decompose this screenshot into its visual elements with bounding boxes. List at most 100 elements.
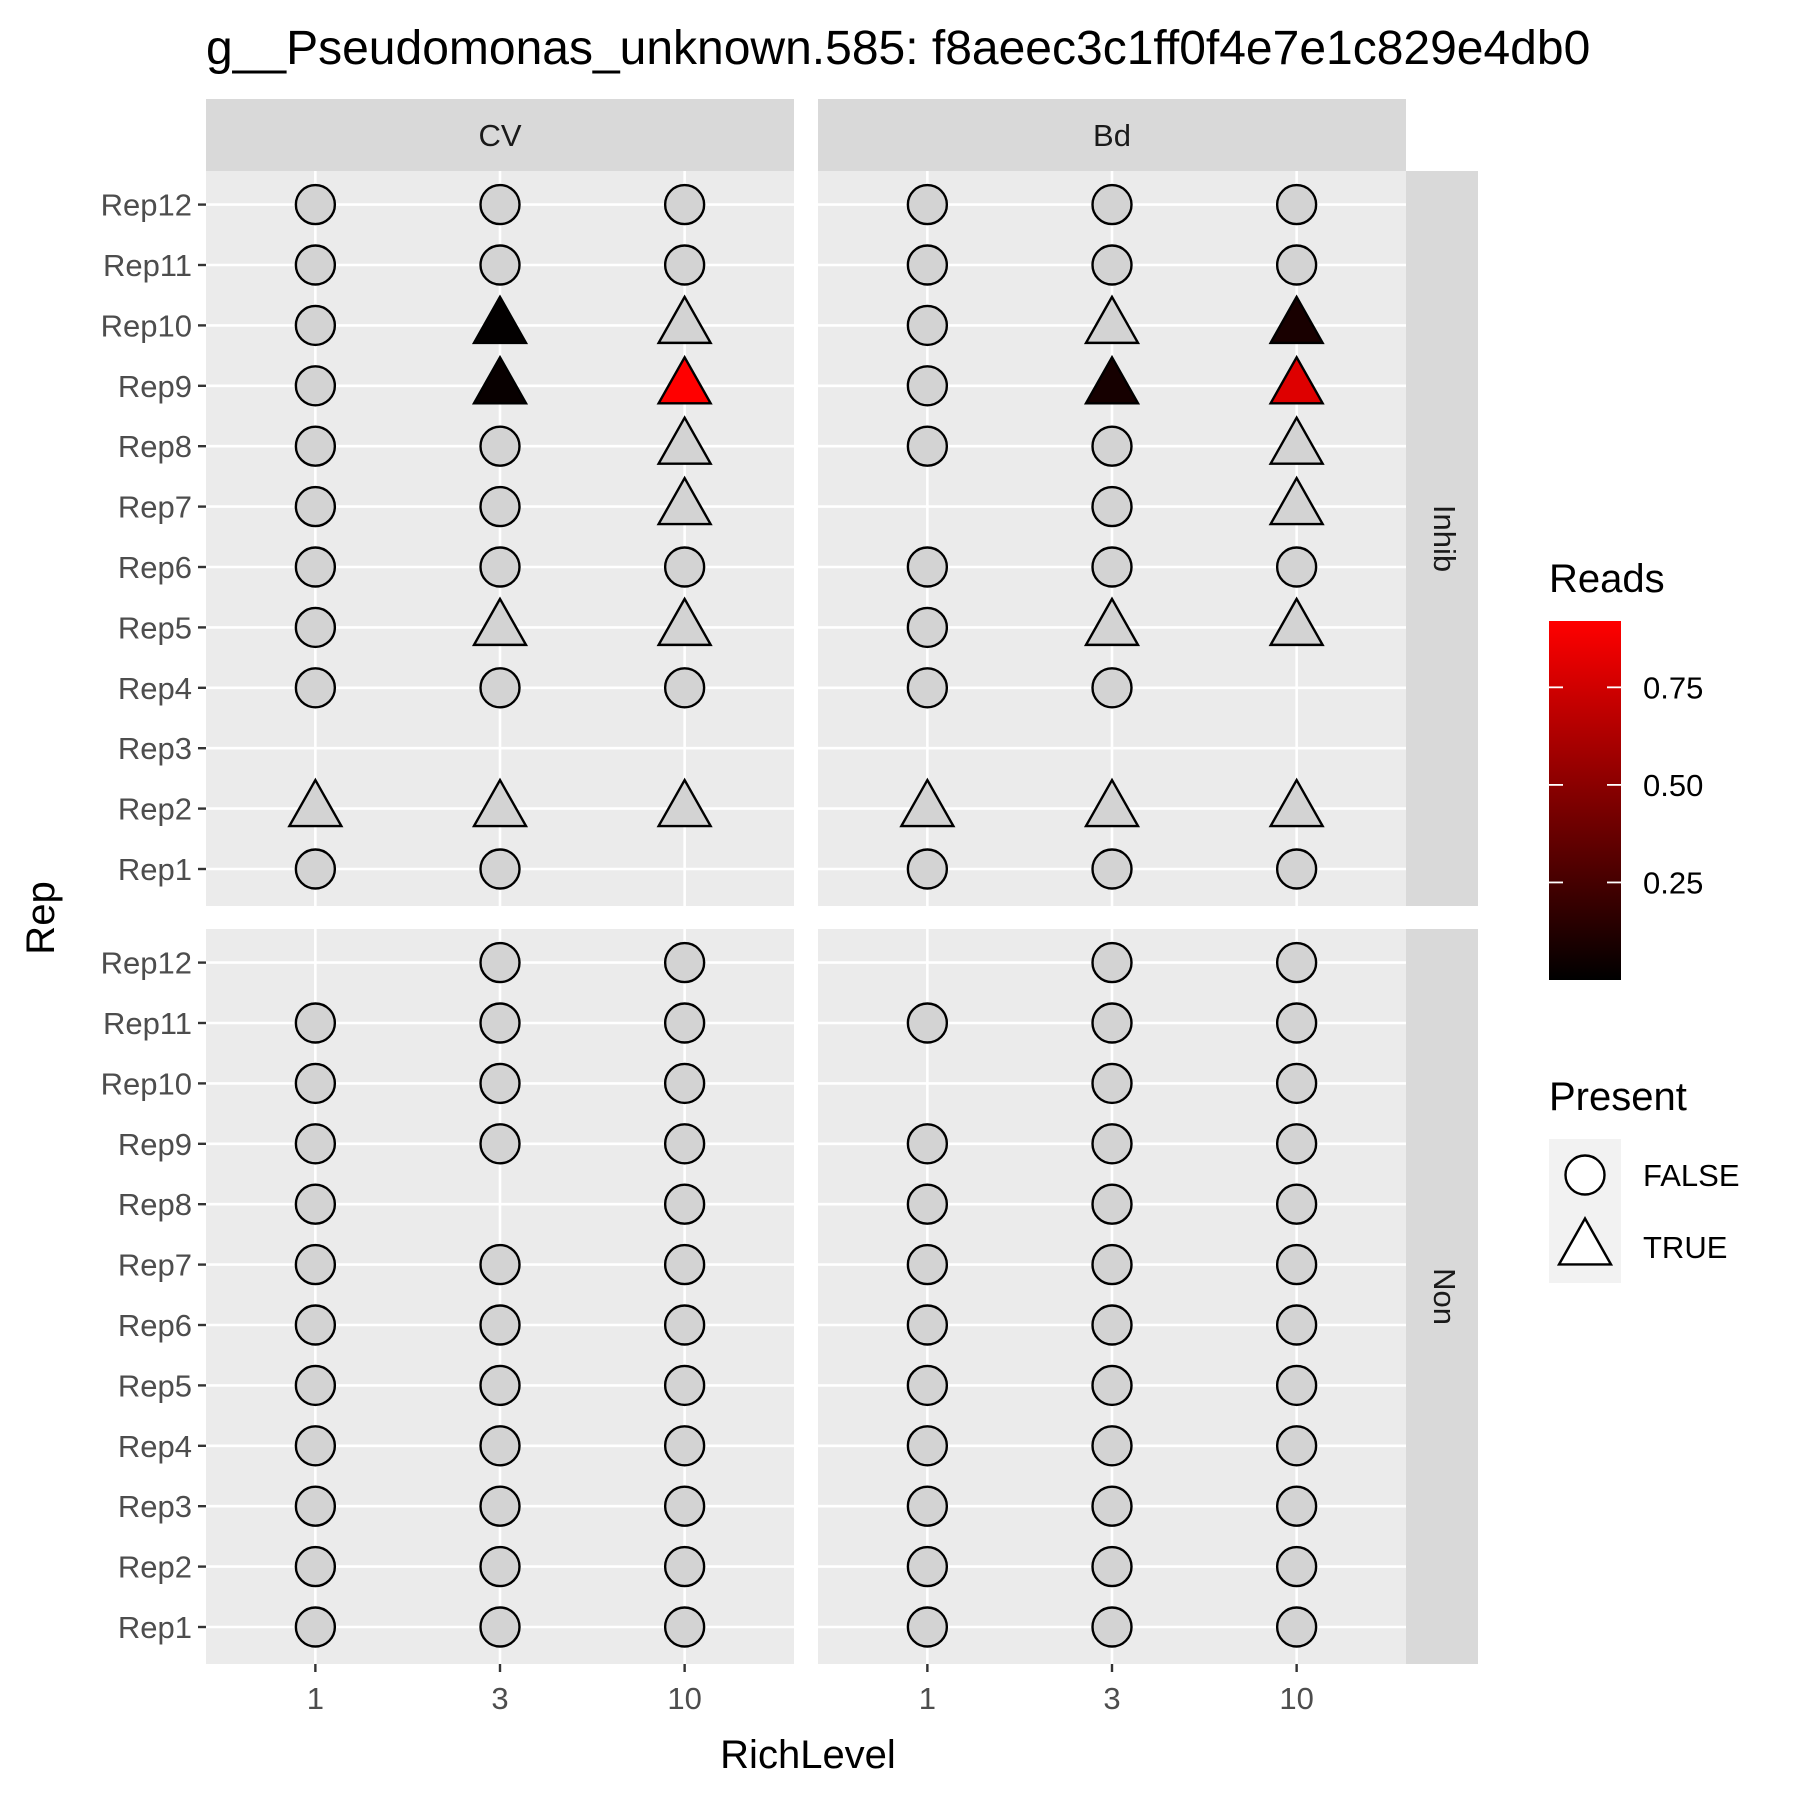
colorbar-tick-label: 0.50 <box>1643 768 1703 803</box>
data-point-circle <box>663 244 706 286</box>
data-point-circle <box>1091 1485 1133 1527</box>
data-point-circle <box>294 304 337 347</box>
y-tick-label: Rep9 <box>118 369 192 404</box>
legend-entry-label: FALSE <box>1643 1158 1740 1193</box>
legend-entry-label: TRUE <box>1643 1230 1727 1265</box>
y-tick-label: Rep10 <box>101 308 192 343</box>
data-point-circle <box>294 425 337 467</box>
data-point-triangle <box>656 596 713 647</box>
data-point-circle <box>1091 1123 1133 1165</box>
data-point-circle <box>1091 848 1133 890</box>
data-point-triangle <box>656 475 713 526</box>
data-point-circle <box>294 1304 337 1346</box>
data-point-circle <box>906 183 949 226</box>
data-point-triangle <box>1268 415 1325 465</box>
data-point-circle <box>1091 1545 1133 1588</box>
data-point-circle <box>1091 941 1133 984</box>
data-point-triangle <box>899 777 956 828</box>
x-axis-title: RichLevel <box>720 1733 896 1777</box>
chart-title: g__Pseudomonas_unknown.585: f8aeec3c1ff0… <box>206 22 1590 75</box>
data-point-circle <box>1275 244 1318 286</box>
data-point-circle <box>1275 1545 1318 1588</box>
data-point-circle <box>906 667 949 709</box>
data-point-circle <box>1275 848 1318 890</box>
data-point-triangle <box>1268 354 1325 405</box>
y-tick-label: Rep3 <box>118 1489 192 1524</box>
data-point-triangle <box>1268 294 1325 345</box>
legend-reads-title: Reads <box>1549 557 1665 601</box>
data-point-circle <box>906 1425 949 1467</box>
data-point-circle <box>1564 1154 1606 1196</box>
y-tick-label: Rep10 <box>101 1066 192 1101</box>
data-point-circle <box>294 183 337 226</box>
data-point-circle <box>479 941 521 984</box>
reads-colorbar <box>1549 621 1621 980</box>
data-point-circle <box>663 941 706 984</box>
panels-layer: CV Bd Inhib Non Rep1 Rep2 Rep3 Rep4 Rep5 Rep6 Rep7… <box>101 99 1478 1716</box>
data-point-circle <box>663 1606 706 1648</box>
data-point-circle <box>663 1243 706 1286</box>
data-point-circle <box>663 546 706 588</box>
data-point-circle <box>1091 546 1133 588</box>
data-point-circle <box>1091 1425 1133 1467</box>
facet-strip-label: CV <box>478 118 521 153</box>
data-point-triangle <box>471 596 529 647</box>
data-point-circle <box>294 1485 337 1527</box>
x-tick-label: 1 <box>919 1681 936 1716</box>
facet-strip-label: Non <box>1427 1268 1462 1325</box>
data-point-circle <box>906 1364 949 1407</box>
legend-present-title: Present <box>1549 1075 1687 1119</box>
legend-present: Present FALSE TRUE <box>1549 1075 1740 1283</box>
data-point-circle <box>906 1485 949 1527</box>
data-point-circle <box>479 848 521 890</box>
y-tick-label: Rep12 <box>101 946 192 981</box>
data-point-circle <box>294 365 337 407</box>
data-point-circle <box>1091 1243 1133 1286</box>
data-point-circle <box>294 1545 337 1588</box>
data-point-circle <box>906 1123 949 1165</box>
data-point-circle <box>294 1183 337 1225</box>
colorbar-tick-label: 0.75 <box>1643 670 1703 705</box>
data-point-circle <box>479 425 521 467</box>
data-point-circle <box>663 1123 706 1165</box>
data-point-circle <box>294 848 337 890</box>
data-point-circle <box>1275 1606 1318 1648</box>
facet-strip-label: Bd <box>1093 118 1131 153</box>
data-point-triangle <box>1083 294 1141 345</box>
facet-strip-non <box>1406 929 1478 1664</box>
data-point-triangle <box>287 777 344 828</box>
data-point-circle <box>663 1545 706 1588</box>
data-point-circle <box>906 1243 949 1286</box>
data-point-circle <box>479 1243 521 1286</box>
x-tick-label: 3 <box>1103 1681 1120 1716</box>
data-point-circle <box>479 1123 521 1165</box>
data-point-circle <box>906 304 949 347</box>
data-point-circle <box>479 1425 521 1467</box>
data-point-circle <box>1091 1606 1133 1648</box>
data-point-circle <box>906 244 949 286</box>
data-point-circle <box>663 1485 706 1527</box>
data-point-triangle <box>471 354 529 405</box>
facet-strip-label: Inhib <box>1427 505 1462 572</box>
data-point-circle <box>1275 941 1318 984</box>
data-point-triangle <box>471 777 529 828</box>
data-point-circle <box>1091 667 1133 709</box>
data-point-circle <box>906 848 949 890</box>
data-point-circle <box>1275 1364 1318 1407</box>
data-point-circle <box>906 1606 949 1648</box>
data-point-circle <box>906 546 949 588</box>
facet-strip-cv <box>206 99 794 171</box>
data-point-circle <box>1091 1304 1133 1346</box>
y-tick-label: Rep11 <box>103 248 192 283</box>
data-point-circle <box>1275 1062 1318 1105</box>
data-point-circle <box>479 1485 521 1527</box>
data-point-circle <box>479 183 521 226</box>
x-tick-label: 3 <box>491 1681 508 1716</box>
data-point-circle <box>479 1304 521 1346</box>
y-tick-label: Rep4 <box>118 1429 192 1464</box>
data-point-circle <box>1091 1183 1133 1225</box>
data-point-circle <box>294 1243 337 1286</box>
data-point-circle <box>906 1545 949 1588</box>
facet-strip-inhib <box>1406 171 1478 906</box>
